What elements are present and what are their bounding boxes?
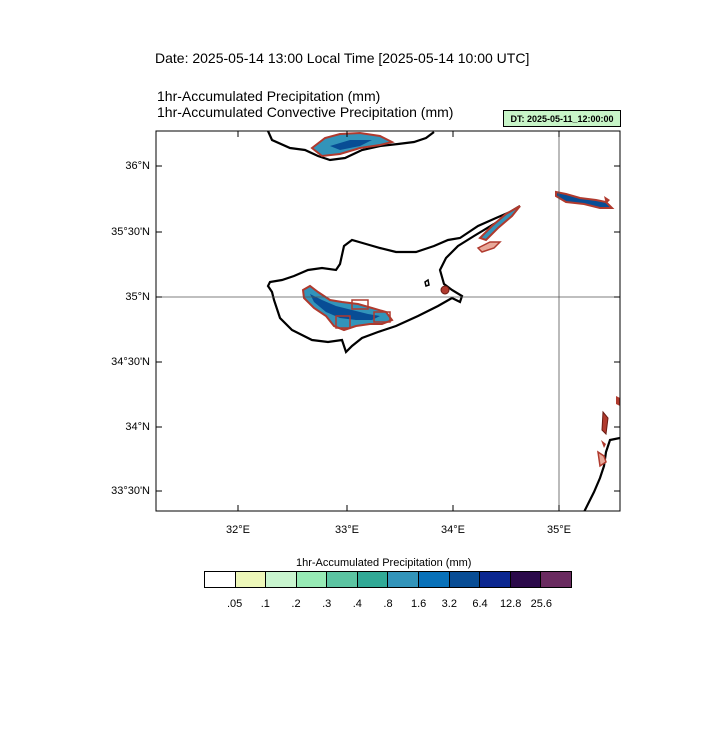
levant-coastline: [583, 436, 620, 511]
cyprus-coastline: [266, 205, 521, 355]
date-line: Date: 2025-05-14 13:00 Local Time [2025-…: [155, 50, 530, 66]
colorbar-tick-label: .3: [322, 598, 332, 610]
colorbar-cell: [419, 572, 450, 587]
turkey-coastline: [266, 131, 435, 162]
precip-karpas: [478, 205, 521, 242]
precip-troodos: [301, 284, 394, 332]
map-frame: [155, 130, 621, 512]
colorbar-tick-label: 25.6: [530, 598, 553, 610]
lon-label-35e: 35°E: [547, 524, 571, 536]
title-convective-precipitation: 1hr-Accumulated Convective Precipitation…: [157, 104, 454, 120]
colorbar-cell: [296, 572, 328, 587]
precip-east-strip: [555, 190, 615, 209]
lat-label-35-30n: 35°30'N: [111, 226, 150, 238]
colorbar-tick-label: 12.8: [499, 598, 522, 610]
colorbar-cell: [235, 572, 267, 587]
colorbar-tick-label: .05: [227, 598, 243, 610]
colorbar-cell: [266, 572, 297, 587]
colorbar-tick-label: .4: [352, 598, 362, 610]
colorbar-cell: [388, 572, 420, 587]
colorbar-tick-label: 6.4: [472, 598, 488, 610]
dt-badge: DT: 2025-05-11_12:00:00: [503, 110, 621, 127]
lon-label-33e: 33°E: [335, 524, 359, 536]
colorbar-cell: [205, 572, 236, 587]
colorbar-tick-label: .8: [383, 598, 393, 610]
colorbar-tick-label: .1: [260, 598, 270, 610]
colorbar: [204, 571, 572, 588]
lat-label-35n: 35°N: [125, 291, 150, 303]
colorbar-tick-label: 1.6: [411, 598, 427, 610]
lat-label-34n: 34°N: [125, 421, 150, 433]
title-precipitation: 1hr-Accumulated Precipitation (mm): [157, 88, 381, 104]
lat-label-34-30n: 34°30'N: [111, 356, 150, 368]
colorbar-cell: [541, 572, 571, 587]
lon-label-32e: 32°E: [226, 524, 250, 536]
colorbar-cell: [357, 572, 389, 587]
lon-label-34e: 34°E: [441, 524, 465, 536]
lat-label-33-30n: 33°30'N: [111, 485, 150, 497]
colorbar-title: 1hr-Accumulated Precipitation (mm): [296, 557, 472, 569]
colorbar-cell: [510, 572, 542, 587]
precip-east-coast: [597, 450, 607, 468]
colorbar-cell: [480, 572, 511, 587]
lat-label-36n: 36°N: [125, 160, 150, 172]
colorbar-cell: [449, 572, 481, 587]
colorbar-cell: [327, 572, 358, 587]
colorbar-tick-label: 3.2: [441, 598, 457, 610]
colorbar-tick-label: .2: [291, 598, 301, 610]
